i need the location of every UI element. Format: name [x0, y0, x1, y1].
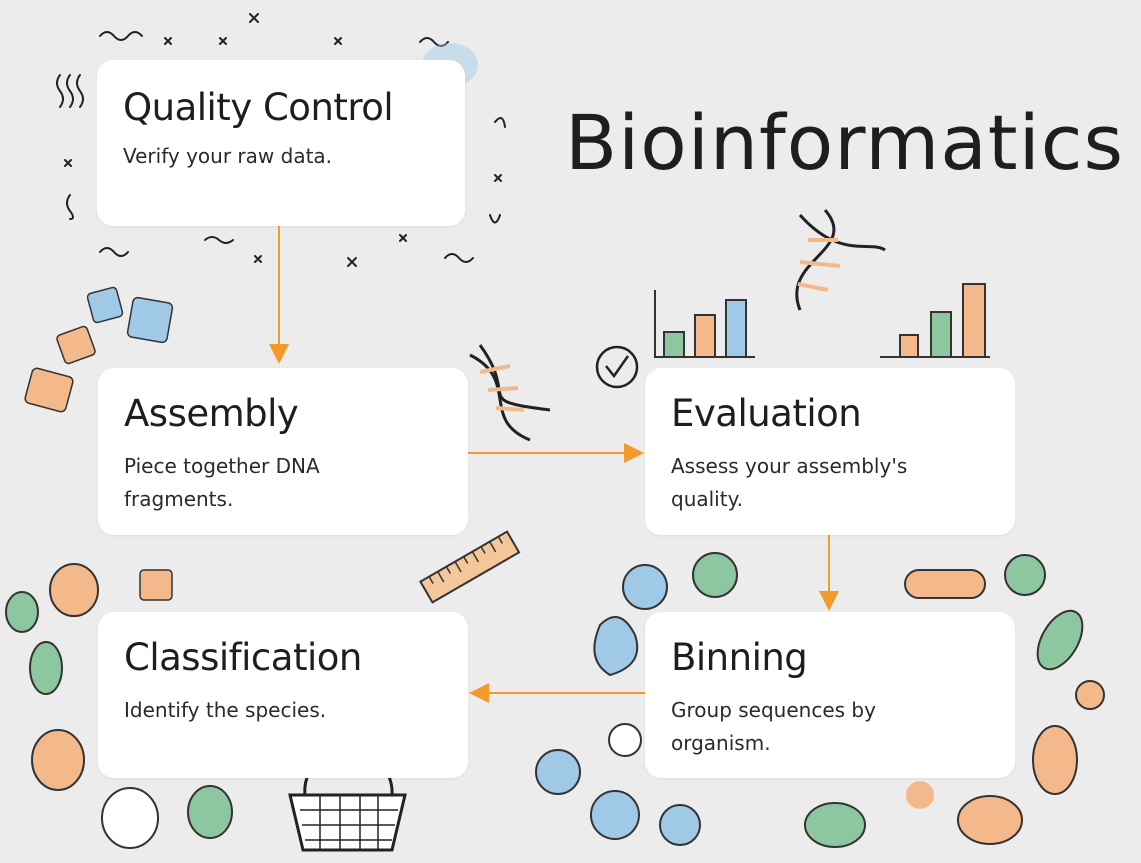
page-title: Bioinformatics — [565, 98, 1125, 187]
step-description: Assess your assembly's quality. — [671, 454, 908, 511]
bar-chart-icon — [654, 283, 990, 358]
step-title: Classification — [124, 636, 362, 679]
step-title: Binning — [671, 636, 808, 679]
step-evaluation: Evaluation Assess your assembly's qualit… — [645, 368, 1015, 535]
step-title: Evaluation — [671, 392, 862, 435]
step-title: Quality Control — [123, 86, 394, 129]
dna-icon — [469, 209, 886, 442]
checkmark-icon — [595, 345, 639, 389]
step-description: Verify your raw data. — [123, 144, 333, 168]
step-title: Assembly — [124, 392, 299, 435]
step-quality-control: Quality Control Verify your raw data. — [97, 60, 465, 226]
step-description: Group sequences by organism. — [671, 698, 876, 755]
step-assembly: Assembly Piece together DNA fragments. — [98, 368, 468, 535]
step-description: Piece together DNA fragments. — [124, 454, 320, 511]
step-classification: Classification Identify the species. — [98, 612, 468, 778]
cell-icon — [5, 552, 1105, 849]
ruler-icon — [419, 530, 521, 604]
doodle-marks — [56, 13, 506, 267]
puzzle-icon — [24, 286, 174, 601]
step-description: Identify the species. — [124, 698, 327, 722]
step-binning: Binning Group sequences by organism. — [645, 612, 1015, 778]
